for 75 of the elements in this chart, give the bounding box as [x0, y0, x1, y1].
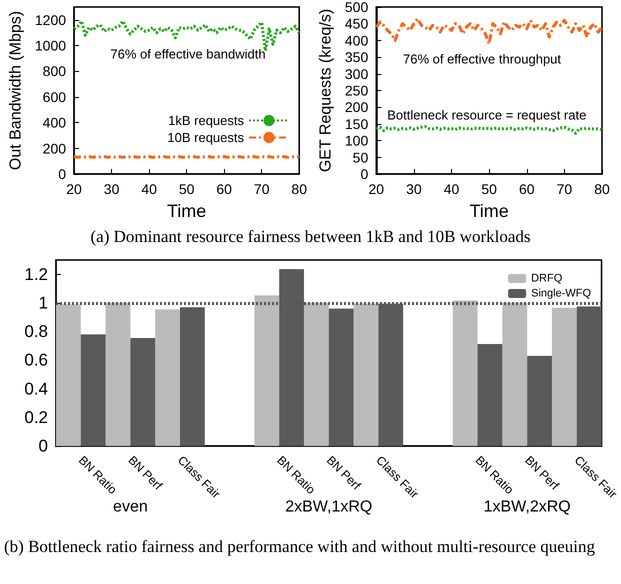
y-tick-label: 0.4: [24, 379, 48, 398]
x-tick-label: 40: [444, 181, 460, 197]
y-axis-title: GET Requests (kreq/s): [318, 8, 334, 172]
y-tick-label: 400: [42, 114, 66, 131]
y-tick-label: 800: [42, 63, 66, 80]
line-series: [374, 125, 604, 135]
x-axis-title: Time: [166, 201, 206, 221]
y-tick-label: 50: [352, 149, 368, 166]
bar: [155, 309, 180, 446]
y-tick-label: 250: [344, 82, 368, 98]
legend-label: Single-WFQ: [531, 288, 592, 300]
bar: [106, 302, 130, 446]
bar: [254, 295, 280, 446]
bar: [478, 344, 502, 446]
text: 1xBW,2xRQ: [484, 498, 571, 516]
y-tick-label: 350: [344, 49, 368, 66]
bar: [502, 302, 528, 446]
x-tick-label: 40: [141, 181, 158, 197]
y-tick-label: 0.8: [24, 322, 48, 342]
x-tick-label: 80: [291, 181, 308, 197]
bar: [304, 302, 329, 446]
y-tick-label: 100: [344, 132, 368, 149]
y-tick-label: 400: [344, 32, 368, 48]
y-tick-label: 0: [360, 166, 368, 182]
bar: [56, 304, 81, 446]
y-tick-label: 200: [344, 99, 368, 116]
y-tick-label: 0: [38, 436, 48, 456]
x-axis-title: Time: [469, 201, 509, 221]
x-tick-label: BN Perf: [522, 453, 562, 494]
y-tick-label: 150: [344, 116, 368, 132]
y-tick-label: 300: [344, 66, 368, 82]
annotation: Bottleneck resource = request rate: [387, 107, 586, 122]
x-tick-label: 70: [254, 181, 270, 197]
x-tick-label: 50: [178, 181, 195, 197]
x-tick-label: 30: [104, 181, 120, 197]
text: 2xBW,1xRQ: [285, 498, 372, 516]
x-tick-label: 60: [216, 181, 232, 197]
y-axis-title: Out Bandwidth (Mbps): [8, 10, 24, 170]
y-tick-label: 1200: [34, 12, 66, 28]
y-tick-label: 1000: [34, 38, 66, 54]
annotation: 76% of effective throughput: [402, 52, 562, 67]
x-tick-label: 30: [406, 181, 422, 197]
x-tick-label: 70: [556, 181, 572, 197]
bar: [130, 338, 156, 446]
y-tick-label: 600: [42, 88, 66, 105]
y-tick-label: 1.2: [24, 264, 48, 284]
bar: [527, 356, 552, 446]
text: even: [113, 498, 148, 516]
annotation: 76% of effective bandwidth: [110, 46, 266, 62]
bar: [328, 308, 354, 446]
x-tick-label: 20: [368, 181, 384, 197]
x-tick-label: BN Perf: [324, 453, 364, 494]
x-tick-label: 50: [481, 181, 498, 197]
y-tick-label: 200: [42, 140, 66, 156]
bar: [354, 304, 378, 446]
x-tick-label: BN Perf: [125, 453, 166, 494]
legend-label: DRFQ: [531, 272, 563, 284]
y-tick-label: 0: [58, 166, 66, 182]
bar: [452, 300, 478, 446]
y-tick-label: 1: [38, 293, 48, 312]
y-tick-label: 0.6: [24, 350, 48, 370]
text: (a) Dominant resource fairness between 1kB and 10B workloads: [90, 227, 532, 247]
y-tick-label: 500: [344, 0, 368, 15]
x-tick-label: 20: [66, 181, 82, 197]
x-tick-label: 60: [518, 181, 535, 197]
bar: [552, 308, 577, 446]
text: (b) Bottleneck ratio fairness and performance with and without multi-resource queuing: [4, 537, 596, 557]
x-tick-label: 80: [594, 181, 610, 197]
legend-label: 1kB requests: [168, 113, 244, 128]
line-series: [374, 17, 604, 46]
legend-label: 10B requests: [167, 130, 244, 145]
bar: [180, 307, 205, 446]
y-tick-label: 450: [344, 16, 368, 32]
bar: [80, 334, 106, 446]
y-tick-label: 0.2: [24, 408, 48, 427]
